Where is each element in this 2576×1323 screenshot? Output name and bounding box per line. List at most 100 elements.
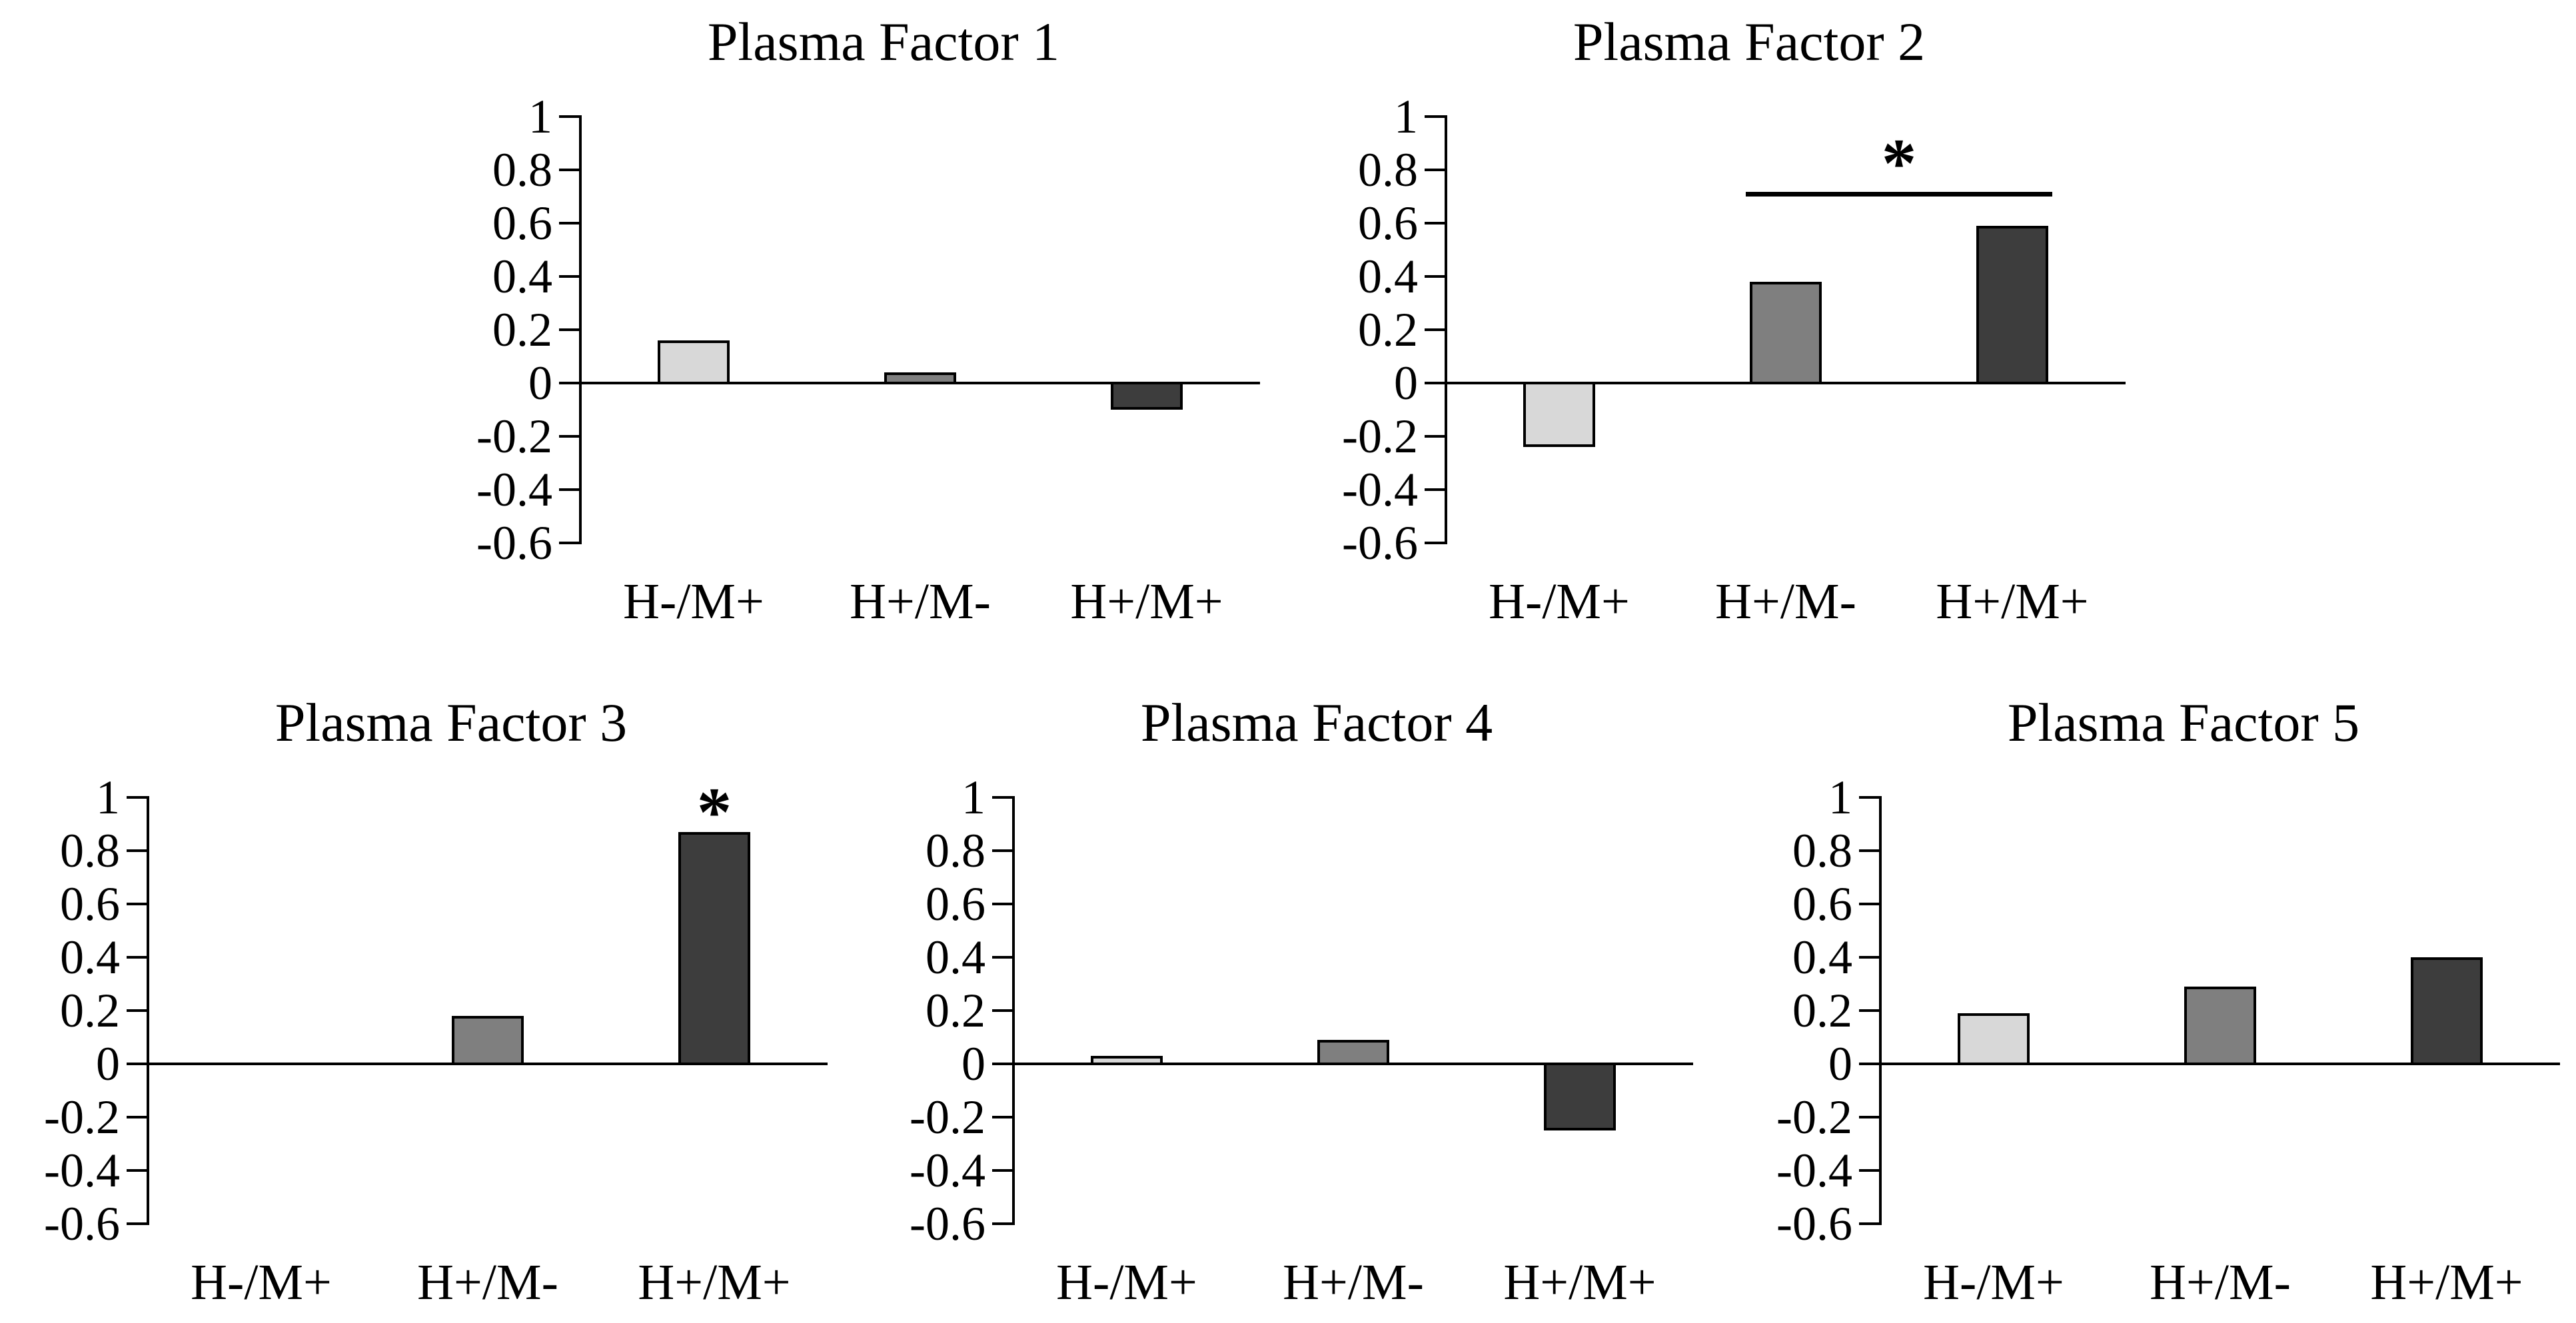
y-tick xyxy=(992,1222,1012,1225)
y-tick-label: -0.6 xyxy=(1776,1197,1852,1250)
y-tick xyxy=(559,275,579,278)
bar-hplus-mminus xyxy=(884,372,956,384)
y-tick-label: -0.6 xyxy=(1342,516,1418,570)
y-tick xyxy=(127,903,147,905)
y-tick-label: 1 xyxy=(96,771,120,824)
y-tick xyxy=(127,956,147,959)
y-tick xyxy=(992,1009,1012,1012)
y-tick xyxy=(559,115,579,118)
x-label-hminus-mplus: H-/M+ xyxy=(191,1254,332,1310)
y-tick-label: 0.4 xyxy=(926,931,985,984)
y-tick-label: 0.2 xyxy=(60,984,120,1037)
y-tick-label: 0.4 xyxy=(492,250,552,303)
bar-hplus-mplus xyxy=(1976,226,2048,384)
y-tick xyxy=(992,1116,1012,1118)
y-tick xyxy=(127,1009,147,1012)
y-tick xyxy=(1859,903,1879,905)
y-tick-label: 0.2 xyxy=(1792,984,1852,1037)
y-axis xyxy=(1012,796,1015,1225)
y-tick-label: 0 xyxy=(96,1037,120,1091)
y-tick xyxy=(1425,435,1445,438)
y-tick-label: -0.2 xyxy=(910,1091,985,1144)
chart-title: Plasma Factor 2 xyxy=(1573,11,1926,72)
x-label-hplus-mplus: H+/M+ xyxy=(1936,574,2089,630)
y-tick xyxy=(1859,849,1879,852)
y-tick xyxy=(1859,1116,1879,1118)
significance-star: * xyxy=(1881,124,1917,202)
y-tick-label: 0 xyxy=(528,356,552,410)
y-tick xyxy=(559,542,579,544)
y-tick-label: -0.4 xyxy=(1342,463,1418,516)
x-label-hplus-mminus: H+/M- xyxy=(417,1254,558,1310)
y-tick xyxy=(559,222,579,224)
y-tick-label: 0.8 xyxy=(492,143,552,197)
y-tick-label: -0.6 xyxy=(44,1197,120,1250)
y-tick xyxy=(1425,222,1445,224)
chart-title: Plasma Factor 5 xyxy=(2007,692,2360,753)
y-tick-label: 0.4 xyxy=(60,931,120,984)
y-tick xyxy=(559,435,579,438)
bar-hminus-mplus xyxy=(1523,382,1595,447)
y-tick-label: 0.8 xyxy=(1792,824,1852,877)
y-axis xyxy=(1445,115,1447,544)
chart-plasma-factor-1: Plasma Factor 1 1 0.8 0.6 0.4 0.2 0 -0.2 -0.4 -0… xyxy=(454,0,1313,640)
bar-hplus-mplus xyxy=(1111,382,1183,410)
significance-line xyxy=(1746,192,2052,197)
y-tick-label: 0.6 xyxy=(926,877,985,931)
y-tick-label: 0.2 xyxy=(1358,303,1418,356)
x-label-hplus-mplus: H+/M+ xyxy=(1503,1254,1656,1310)
chart-title: Plasma Factor 1 xyxy=(707,11,1060,72)
y-axis xyxy=(147,796,149,1225)
y-tick-label: -0.2 xyxy=(1342,410,1418,463)
bar-hplus-mplus xyxy=(678,832,750,1065)
chart-plasma-factor-4: Plasma Factor 4 1 0.8 0.6 0.4 0.2 0 -0.2 -0.4 -0… xyxy=(887,681,1746,1320)
x-label-hplus-mminus: H+/M- xyxy=(850,574,991,630)
y-tick-label: 0.8 xyxy=(60,824,120,877)
y-tick-label: -0.2 xyxy=(476,410,552,463)
y-tick-label: -0.4 xyxy=(476,463,552,516)
y-tick xyxy=(559,328,579,331)
y-tick xyxy=(559,169,579,171)
x-label-hminus-mplus: H-/M+ xyxy=(623,574,764,630)
y-tick-label: 0 xyxy=(1394,356,1418,410)
y-tick xyxy=(127,849,147,852)
x-label-hplus-mplus: H+/M+ xyxy=(2370,1254,2523,1310)
bar-hplus-mminus xyxy=(1750,282,1822,384)
y-tick xyxy=(992,849,1012,852)
y-tick xyxy=(127,1116,147,1118)
y-tick xyxy=(1859,796,1879,799)
y-tick-label: 1 xyxy=(1828,771,1852,824)
x-label-hplus-mplus: H+/M+ xyxy=(1070,574,1223,630)
y-tick xyxy=(127,796,147,799)
y-tick-label: -0.4 xyxy=(1776,1144,1852,1197)
bar-hplus-mminus xyxy=(1317,1040,1389,1065)
bar-hminus-mplus xyxy=(1958,1013,2030,1065)
y-tick-label: 0 xyxy=(1828,1037,1852,1091)
bar-hplus-mminus xyxy=(2184,987,2256,1065)
y-tick-label: 0.8 xyxy=(926,824,985,877)
bar-hplus-mplus xyxy=(1544,1063,1616,1130)
x-label-hminus-mplus: H-/M+ xyxy=(1923,1254,2064,1310)
x-label-hplus-mminus: H+/M- xyxy=(1715,574,1856,630)
y-tick-label: -0.2 xyxy=(44,1091,120,1144)
y-axis xyxy=(1879,796,1882,1225)
significance-star: * xyxy=(696,773,732,851)
y-tick-label: 0.6 xyxy=(492,197,552,250)
y-tick xyxy=(1425,488,1445,491)
y-tick xyxy=(992,1169,1012,1172)
y-tick-label: 0.2 xyxy=(492,303,552,356)
y-tick-label: -0.6 xyxy=(476,516,552,570)
chart-plasma-factor-2: Plasma Factor 2 1 0.8 0.6 0.4 0.2 0 -0.2 -0.4 -0… xyxy=(1319,0,2179,640)
bar-hplus-mminus xyxy=(452,1016,524,1065)
y-tick xyxy=(1425,115,1445,118)
chart-plasma-factor-5: Plasma Factor 5 1 0.8 0.6 0.4 0.2 0 -0.2 -0.4 -0… xyxy=(1754,681,2576,1320)
y-tick xyxy=(992,956,1012,959)
y-axis xyxy=(579,115,582,544)
y-tick xyxy=(1425,169,1445,171)
y-tick xyxy=(992,796,1012,799)
x-label-hplus-mplus: H+/M+ xyxy=(638,1254,791,1310)
y-tick xyxy=(992,903,1012,905)
x-label-hplus-mminus: H+/M- xyxy=(2150,1254,2291,1310)
y-tick xyxy=(559,488,579,491)
